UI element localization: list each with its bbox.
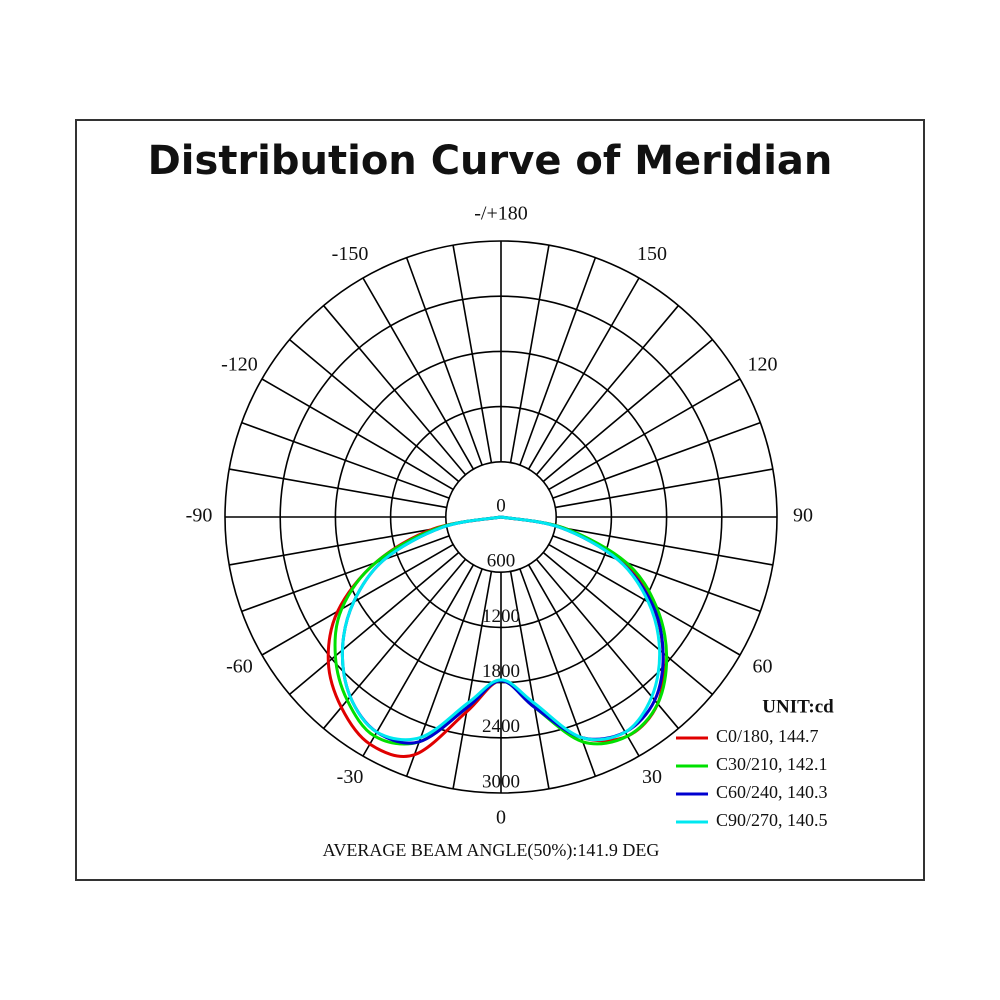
angle-tick-label: -150 bbox=[332, 243, 369, 265]
grid-spoke bbox=[542, 338, 713, 483]
legend-label: C30/210, 142.1 bbox=[716, 754, 828, 774]
curve bbox=[340, 515, 662, 742]
frame bbox=[75, 119, 925, 881]
grid-spoke bbox=[552, 421, 761, 499]
legend-label: C90/270, 140.5 bbox=[716, 810, 828, 830]
r-tick-label: 0 bbox=[496, 495, 506, 516]
grid-spoke bbox=[289, 338, 460, 483]
grid-spoke bbox=[542, 551, 713, 696]
r-tick-label: 1200 bbox=[482, 606, 520, 627]
legend-title: UNIT:cd bbox=[762, 696, 834, 717]
grid-spoke bbox=[229, 525, 447, 566]
angle-tick-label: 60 bbox=[753, 656, 773, 678]
grid-spoke bbox=[527, 564, 640, 757]
grid-spoke bbox=[535, 305, 680, 476]
grid-spoke bbox=[527, 277, 640, 470]
grid-spoke bbox=[241, 535, 450, 613]
angle-tick-label: 90 bbox=[793, 505, 813, 527]
r-tick-label: 600 bbox=[487, 551, 516, 572]
chart-title: Distribution Curve of Meridian bbox=[148, 138, 833, 184]
grid-spoke bbox=[519, 257, 597, 466]
angle-tick-label: -120 bbox=[221, 354, 258, 376]
angle-tick-label: -/+180 bbox=[474, 203, 528, 225]
grid-spoke bbox=[322, 305, 467, 476]
grid-spoke bbox=[405, 257, 483, 466]
angle-tick-label: 0 bbox=[496, 807, 506, 829]
grid-spoke bbox=[261, 543, 454, 656]
grid-spoke bbox=[509, 571, 550, 789]
angle-tick-label: -60 bbox=[226, 656, 253, 678]
annotation: AVERAGE BEAM ANGLE(50%):141.9 DEG bbox=[323, 840, 660, 861]
legend-label: C0/180, 144.7 bbox=[716, 726, 819, 746]
r-tick-label: 2400 bbox=[482, 716, 520, 737]
angle-tick-label: -90 bbox=[186, 505, 213, 527]
grid-spoke bbox=[552, 535, 761, 613]
grid-spoke bbox=[241, 421, 450, 499]
grid-spoke bbox=[519, 568, 597, 777]
grid-spoke bbox=[555, 468, 773, 509]
grid-spoke bbox=[509, 245, 550, 463]
grid-spoke bbox=[555, 525, 773, 566]
grid-spoke bbox=[452, 245, 493, 463]
angle-tick-label: 120 bbox=[748, 354, 778, 376]
legend-label: C60/240, 140.3 bbox=[716, 782, 828, 802]
angle-tick-label: 150 bbox=[637, 243, 667, 265]
angle-tick-label: -30 bbox=[337, 766, 364, 788]
angle-tick-label: 30 bbox=[642, 766, 662, 788]
grid-spoke bbox=[405, 568, 483, 777]
grid-spoke bbox=[548, 378, 741, 491]
grid-spoke bbox=[362, 564, 475, 757]
grid-spoke bbox=[289, 551, 460, 696]
grid-spoke bbox=[322, 558, 467, 729]
r-tick-label: 3000 bbox=[482, 771, 520, 792]
r-tick-label: 1800 bbox=[482, 661, 520, 682]
grid-spoke bbox=[548, 543, 741, 656]
grid-spoke bbox=[362, 277, 475, 470]
grid-spoke bbox=[261, 378, 454, 491]
grid-spoke bbox=[229, 468, 447, 509]
grid-spoke bbox=[452, 571, 493, 789]
